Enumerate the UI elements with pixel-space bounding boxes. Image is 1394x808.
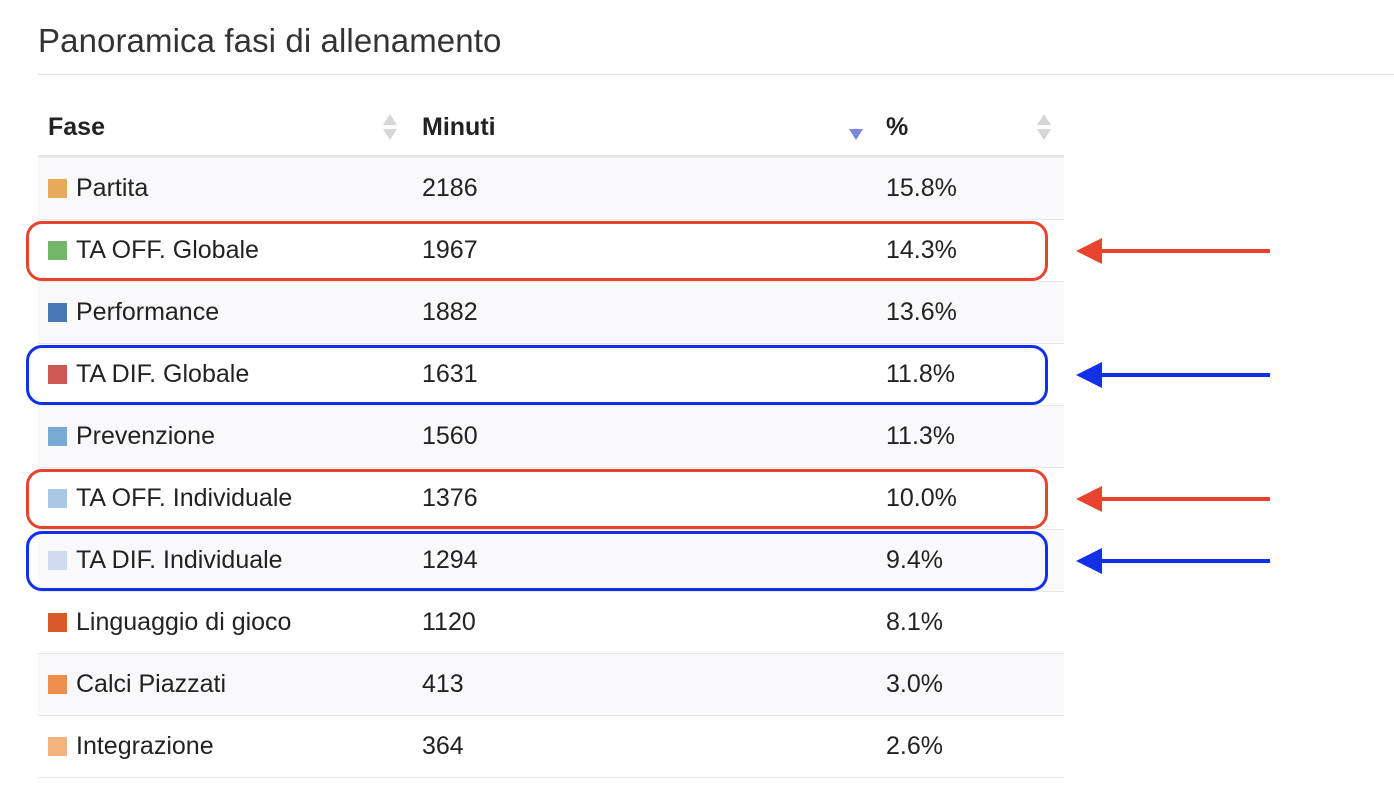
red-highlight-box bbox=[26, 221, 1048, 281]
cell-minuti: 413 bbox=[422, 670, 464, 698]
cell-minuti: 1376 bbox=[422, 484, 478, 512]
red-arrow-icon bbox=[1076, 238, 1270, 264]
table-row: Calci Piazzati 413 3.0% bbox=[38, 654, 1064, 716]
cell-fase: TA DIF. Globale bbox=[48, 344, 249, 405]
color-swatch bbox=[48, 613, 67, 632]
cell-percent: 10.0% bbox=[886, 484, 957, 512]
blue-highlight-box bbox=[26, 345, 1048, 405]
cell-fase: Calci Piazzati bbox=[48, 654, 226, 715]
fase-label: Calci Piazzati bbox=[76, 670, 227, 698]
cell-minuti: 1967 bbox=[422, 236, 478, 264]
cell-percent: 3.0% bbox=[886, 670, 943, 698]
fase-label: TA OFF. Globale bbox=[76, 236, 259, 264]
table-row: TA DIF. Globale 1631 11.8% bbox=[38, 344, 1064, 406]
panel-title: Panoramica fasi di allenamento bbox=[38, 22, 502, 59]
table-body: Partita 2186 15.8% TA OFF. Globale 1967 14.3%… bbox=[38, 158, 1064, 778]
cell-fase: Partita bbox=[48, 158, 148, 219]
title-divider bbox=[38, 74, 1394, 75]
cell-minuti: 1882 bbox=[422, 298, 478, 326]
blue-highlight-box bbox=[26, 531, 1048, 591]
sort-minuti-icon[interactable] bbox=[849, 114, 863, 142]
fase-label: Integrazione bbox=[76, 732, 214, 760]
table-row: TA DIF. Individuale 1294 9.4% bbox=[38, 530, 1064, 592]
column-header-percent[interactable]: % bbox=[886, 113, 909, 141]
table-row: TA OFF. Individuale 1376 10.0% bbox=[38, 468, 1064, 530]
table-row: Prevenzione 1560 11.3% bbox=[38, 406, 1064, 468]
fase-label: TA OFF. Individuale bbox=[76, 484, 293, 512]
cell-percent: 14.3% bbox=[886, 236, 957, 264]
blue-arrow-icon bbox=[1076, 548, 1270, 574]
fase-label: TA DIF. Individuale bbox=[76, 546, 283, 574]
cell-percent: 2.6% bbox=[886, 732, 943, 760]
color-swatch bbox=[48, 737, 67, 756]
cell-fase: TA OFF. Globale bbox=[48, 220, 259, 281]
cell-minuti: 1560 bbox=[422, 422, 478, 450]
fase-label: Linguaggio di gioco bbox=[76, 608, 292, 636]
cell-fase: Integrazione bbox=[48, 716, 214, 777]
column-header-fase[interactable]: Fase bbox=[48, 113, 105, 141]
color-swatch bbox=[48, 241, 67, 260]
cell-percent: 11.3% bbox=[886, 422, 956, 450]
cell-minuti: 1120 bbox=[422, 608, 476, 636]
cell-fase: Performance bbox=[48, 282, 219, 343]
cell-fase: TA DIF. Individuale bbox=[48, 530, 283, 591]
cell-fase: Prevenzione bbox=[48, 406, 215, 467]
color-swatch bbox=[48, 675, 67, 694]
fase-label: Partita bbox=[76, 174, 149, 202]
table-row: Partita 2186 15.8% bbox=[38, 158, 1064, 220]
cell-minuti: 1631 bbox=[422, 360, 478, 388]
table-row: Integrazione 364 2.6% bbox=[38, 716, 1064, 778]
cell-percent: 9.4% bbox=[886, 546, 943, 574]
training-phases-table: Fase Minuti % Partita 2186 15.8% TA OFF. Gl… bbox=[38, 98, 1064, 778]
color-swatch bbox=[48, 551, 67, 570]
fase-label: TA DIF. Globale bbox=[76, 360, 250, 388]
table-row: Linguaggio di gioco 1120 8.1% bbox=[38, 592, 1064, 654]
color-swatch bbox=[48, 303, 67, 322]
cell-percent: 15.8% bbox=[886, 174, 957, 202]
sort-percent-icon[interactable] bbox=[1037, 114, 1051, 142]
column-header-minuti[interactable]: Minuti bbox=[422, 113, 496, 141]
color-swatch bbox=[48, 365, 67, 384]
cell-fase: Linguaggio di gioco bbox=[48, 592, 291, 653]
red-arrow-icon bbox=[1076, 486, 1270, 512]
cell-percent: 8.1% bbox=[886, 608, 943, 636]
color-swatch bbox=[48, 179, 67, 198]
color-swatch bbox=[48, 427, 67, 446]
fase-label: Prevenzione bbox=[76, 422, 215, 450]
cell-minuti: 364 bbox=[422, 732, 464, 760]
sort-fase-icon[interactable] bbox=[383, 114, 397, 142]
cell-percent: 11.8% bbox=[886, 360, 956, 388]
color-swatch bbox=[48, 489, 67, 508]
cell-minuti: 1294 bbox=[422, 546, 478, 574]
cell-percent: 13.6% bbox=[886, 298, 957, 326]
red-highlight-box bbox=[26, 469, 1048, 529]
fase-label: Performance bbox=[76, 298, 220, 326]
table-row: Performance 1882 13.6% bbox=[38, 282, 1064, 344]
table-header: Fase Minuti % bbox=[38, 98, 1064, 158]
cell-fase: TA OFF. Individuale bbox=[48, 468, 292, 529]
blue-arrow-icon bbox=[1076, 362, 1270, 388]
table-row: TA OFF. Globale 1967 14.3% bbox=[38, 220, 1064, 282]
cell-minuti: 2186 bbox=[422, 174, 478, 202]
